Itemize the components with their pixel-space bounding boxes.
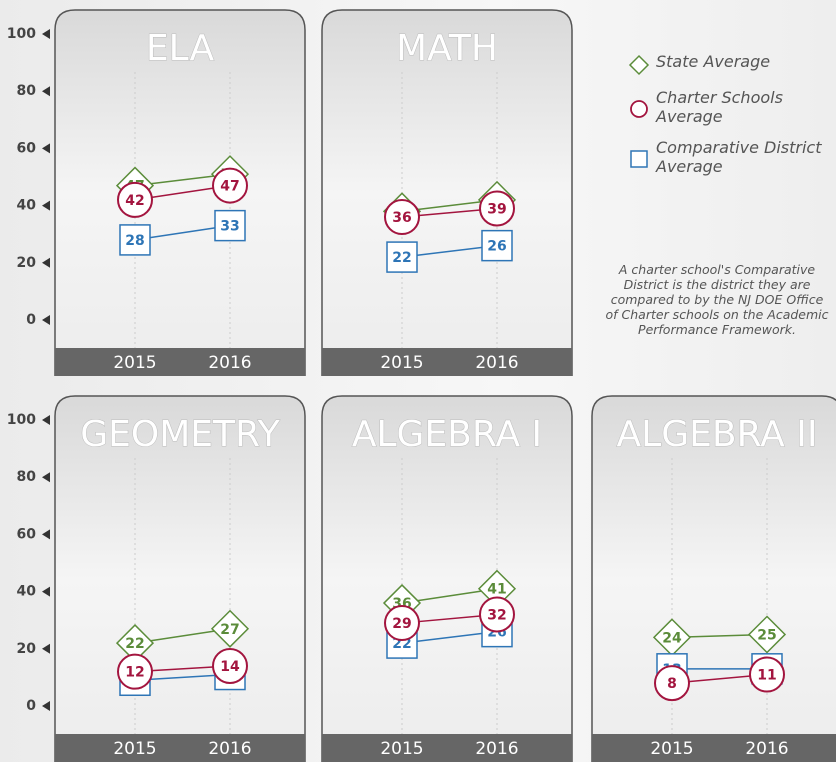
x-tick-label: 2016 <box>208 739 251 759</box>
y-tick-label: 20 <box>17 641 37 657</box>
data-label: 36 <box>392 210 411 226</box>
marker-diamond <box>210 609 250 648</box>
legend-label: Charter Schools Average <box>656 88 783 126</box>
year-band <box>322 348 572 376</box>
panel-title: GEOMETRY <box>80 414 280 455</box>
data-label: 24 <box>662 630 682 646</box>
x-tick-label: 2015 <box>113 353 156 373</box>
data-label: 32 <box>487 607 506 623</box>
legend-diamond <box>628 54 650 76</box>
data-label: 28 <box>125 233 144 249</box>
marker-circle <box>749 656 785 693</box>
y-tick-label: 80 <box>17 83 37 99</box>
marker-circle <box>117 181 153 218</box>
y-tick <box>42 257 50 268</box>
x-tick-label: 2016 <box>745 739 788 759</box>
marker-square <box>119 224 151 256</box>
x-tick-label: 2015 <box>113 739 156 759</box>
y-tick-label: 100 <box>7 412 36 428</box>
marker-circle <box>654 665 690 702</box>
marker-circle <box>117 653 153 690</box>
x-tick-label: 2016 <box>475 739 518 759</box>
note: A charter school's Comparative District … <box>605 262 829 337</box>
data-label: 47 <box>220 179 239 195</box>
panel <box>321 9 573 376</box>
marker-circle <box>479 190 515 227</box>
y-tick-label: 100 <box>7 26 36 42</box>
series-line <box>401 244 498 258</box>
data-label: 29 <box>392 616 411 632</box>
data-label: 22 <box>392 250 411 266</box>
y-tick <box>42 86 50 97</box>
data-label: 11 <box>757 668 776 684</box>
marker-circle <box>384 605 420 642</box>
marker-circle <box>479 596 515 633</box>
panel-title: ALGEBRA II <box>617 414 818 455</box>
legend-label: Comparative District Average <box>656 138 822 176</box>
y-tick <box>42 643 50 654</box>
series-line <box>401 630 498 644</box>
y-tick <box>42 415 50 425</box>
panel <box>321 395 573 762</box>
y-tick <box>42 200 50 211</box>
y-tick <box>42 586 50 597</box>
marker-square <box>386 241 418 273</box>
marker-square <box>481 229 513 262</box>
data-label: 8 <box>667 676 677 692</box>
y-tick-label: 40 <box>17 584 37 600</box>
marker-circle <box>212 647 248 684</box>
x-tick-label: 2015 <box>380 739 423 759</box>
data-label: 26 <box>487 239 506 255</box>
marker-circle <box>212 167 248 204</box>
year-band <box>55 734 305 762</box>
y-tick-label: 60 <box>17 140 37 156</box>
y-tick-label: 40 <box>17 198 37 214</box>
marker-diamond <box>747 615 787 654</box>
data-label: 39 <box>487 201 506 217</box>
y-tick-label: 0 <box>26 698 36 714</box>
y-tick <box>42 701 50 711</box>
x-tick-label: 2016 <box>475 353 518 373</box>
data-label: 27 <box>220 622 239 638</box>
data-label: 12 <box>125 665 144 681</box>
x-tick-label: 2015 <box>380 353 423 373</box>
data-label: 22 <box>125 636 144 652</box>
year-band <box>322 734 572 762</box>
series-line <box>134 224 231 241</box>
y-tick-label: 20 <box>17 255 37 271</box>
y-tick <box>42 143 50 154</box>
x-tick-label: 2016 <box>208 353 251 373</box>
legend-circle <box>630 100 648 118</box>
marker-circle <box>384 199 420 236</box>
data-label: 42 <box>125 193 144 209</box>
y-tick-label: 0 <box>26 312 36 328</box>
x-tick-label: 2015 <box>650 739 693 759</box>
y-tick-label: 80 <box>17 469 37 485</box>
legend-item: Comparative District Average <box>628 138 828 176</box>
year-band <box>592 734 836 762</box>
legend-item: State Average <box>628 52 828 76</box>
legend-square <box>630 150 648 168</box>
legend-label: State Average <box>656 52 771 71</box>
y-tick <box>42 472 50 483</box>
panel-title: ALGEBRA I <box>352 414 542 455</box>
legend-item: Charter Schools Average <box>628 88 828 126</box>
y-tick <box>42 529 50 540</box>
y-tick-label: 60 <box>17 526 37 542</box>
panel-title: MATH <box>396 28 498 69</box>
data-label: 41 <box>487 582 506 598</box>
panel-title: ELA <box>146 28 215 69</box>
marker-square <box>214 209 246 242</box>
y-tick <box>42 29 50 39</box>
data-label: 33 <box>220 219 239 235</box>
data-label: 14 <box>220 659 240 675</box>
data-label: 25 <box>757 628 776 644</box>
legend: State Average Charter Schools Average Co… <box>628 52 828 188</box>
y-tick <box>42 315 50 325</box>
year-band <box>55 348 305 376</box>
